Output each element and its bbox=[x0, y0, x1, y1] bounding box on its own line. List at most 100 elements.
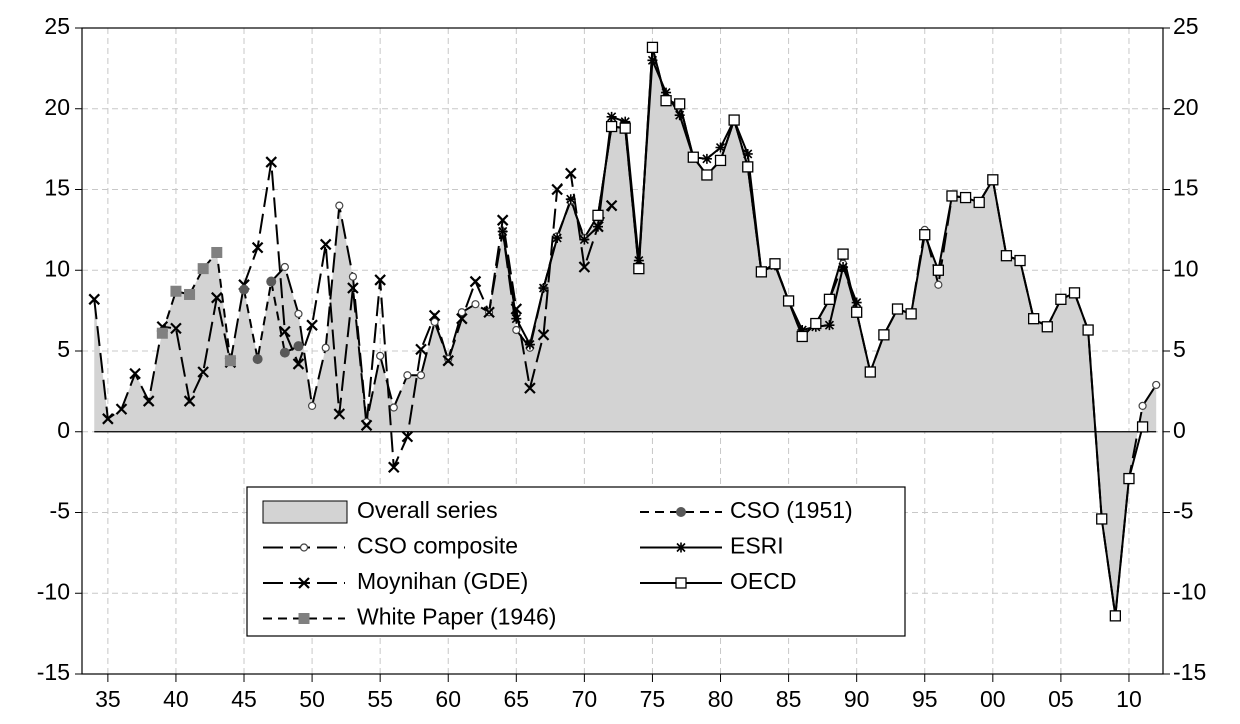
data-layer bbox=[88, 41, 1161, 622]
marker bbox=[456, 312, 468, 325]
marker bbox=[646, 41, 659, 54]
marker bbox=[211, 291, 223, 304]
marker bbox=[592, 221, 603, 232]
marker bbox=[905, 308, 917, 320]
marker bbox=[1136, 421, 1149, 433]
marker bbox=[675, 577, 687, 589]
marker bbox=[878, 329, 890, 341]
marker bbox=[552, 232, 563, 243]
y2-tick-label: 10 bbox=[1173, 255, 1199, 281]
marker bbox=[265, 156, 278, 168]
marker bbox=[444, 354, 453, 364]
marker bbox=[102, 413, 114, 425]
y2-tick-label: -10 bbox=[1173, 578, 1206, 604]
marker bbox=[1152, 380, 1161, 390]
marker bbox=[416, 371, 426, 380]
marker bbox=[742, 161, 754, 173]
marker bbox=[251, 241, 264, 254]
y2-tick-label: 5 bbox=[1173, 336, 1186, 362]
marker bbox=[891, 303, 904, 315]
marker bbox=[442, 354, 455, 367]
marker bbox=[687, 151, 699, 163]
marker bbox=[115, 403, 128, 415]
marker bbox=[224, 355, 236, 367]
marker bbox=[620, 116, 631, 127]
marker bbox=[864, 366, 876, 378]
x-tick-label: 80 bbox=[708, 686, 734, 712]
marker bbox=[564, 167, 577, 180]
marker bbox=[946, 190, 958, 202]
marker bbox=[348, 272, 358, 281]
y2-tick-label: 0 bbox=[1173, 417, 1186, 443]
marker bbox=[676, 542, 686, 553]
marker bbox=[755, 266, 768, 278]
marker bbox=[837, 248, 849, 260]
marker bbox=[471, 300, 480, 309]
x-tick-label: 95 bbox=[912, 686, 938, 712]
marker bbox=[469, 275, 482, 288]
legend-label: White Paper (1946) bbox=[357, 604, 556, 630]
y-tick-label: 10 bbox=[44, 255, 70, 281]
marker bbox=[496, 214, 509, 226]
marker bbox=[497, 226, 508, 237]
x-tick-label: 50 bbox=[299, 686, 325, 712]
legend-box bbox=[246, 486, 906, 637]
marker bbox=[387, 461, 400, 474]
legend-label: CSO composite bbox=[357, 533, 518, 559]
line bbox=[243, 281, 299, 360]
marker bbox=[298, 577, 310, 589]
legend: Overall series CSO composite Moynihan (GDE… bbox=[262, 497, 853, 630]
marker bbox=[430, 317, 439, 327]
y-tick-label: -5 bbox=[50, 498, 70, 524]
y2-tick-label: 20 bbox=[1173, 94, 1199, 120]
marker bbox=[782, 295, 795, 307]
marker bbox=[88, 293, 101, 306]
marker bbox=[674, 98, 686, 110]
area bbox=[94, 47, 1157, 616]
legend-label: Overall series bbox=[357, 497, 498, 523]
marker bbox=[1138, 401, 1147, 411]
marker bbox=[742, 148, 753, 159]
y2-tick-label: -5 bbox=[1173, 498, 1193, 524]
marker bbox=[156, 327, 168, 339]
y-tick-label: 0 bbox=[57, 417, 70, 443]
marker bbox=[319, 238, 332, 251]
marker bbox=[512, 325, 521, 335]
marker bbox=[606, 111, 617, 122]
marker bbox=[457, 308, 466, 317]
y-tick-label: -15 bbox=[37, 659, 70, 685]
marker bbox=[333, 408, 346, 420]
y-tick-label: -10 bbox=[37, 578, 70, 604]
marker bbox=[987, 174, 999, 186]
marker bbox=[279, 347, 290, 358]
marker bbox=[934, 280, 943, 289]
marker bbox=[347, 282, 359, 294]
marker bbox=[306, 319, 318, 331]
marker bbox=[197, 366, 209, 378]
marker bbox=[1082, 324, 1094, 336]
marker bbox=[973, 196, 985, 209]
legend-swatch bbox=[262, 500, 348, 524]
x-tick-label: 40 bbox=[163, 686, 189, 712]
marker bbox=[401, 430, 414, 443]
marker bbox=[1123, 472, 1135, 485]
x-tick-label: 45 bbox=[231, 686, 257, 712]
marker bbox=[403, 371, 412, 380]
marker bbox=[701, 153, 712, 164]
marker bbox=[266, 276, 277, 287]
marker bbox=[298, 613, 310, 624]
marker bbox=[619, 122, 631, 134]
y-tick-label: 25 bbox=[44, 13, 70, 39]
x-tick-label: 65 bbox=[504, 686, 530, 712]
marker bbox=[715, 142, 726, 153]
marker bbox=[1068, 287, 1081, 299]
marker bbox=[428, 309, 441, 322]
marker bbox=[714, 154, 727, 167]
marker bbox=[142, 395, 155, 407]
marker bbox=[823, 293, 836, 305]
x-tick-label: 10 bbox=[1116, 686, 1142, 712]
marker bbox=[293, 341, 304, 352]
